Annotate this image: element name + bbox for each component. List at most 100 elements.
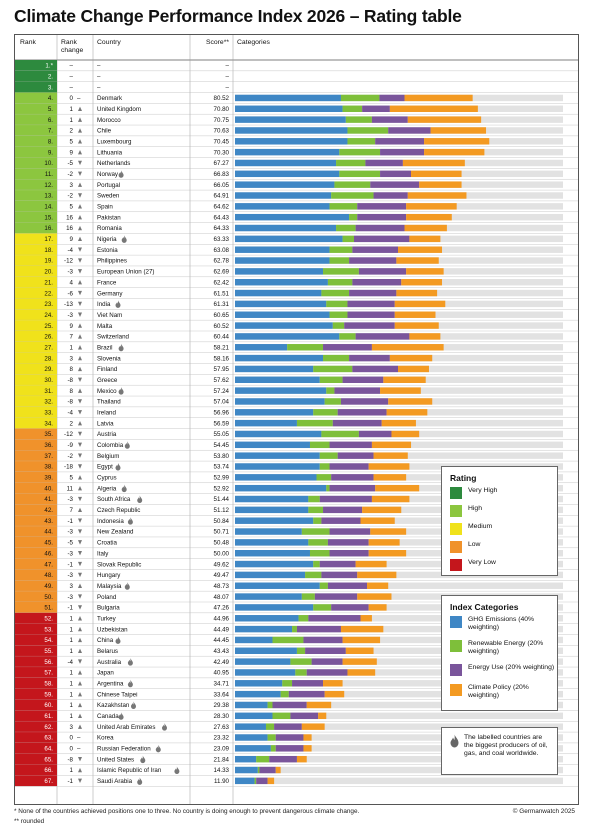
country-name: Denmark <box>97 95 123 102</box>
rank-value: 66. <box>44 767 53 774</box>
energy-use-bar-segment <box>292 680 324 687</box>
rank-rating-cell <box>15 406 57 418</box>
ghg-bar-segment <box>235 127 348 134</box>
energy-use-bar-segment <box>337 409 387 416</box>
country-name: Finland <box>97 366 118 373</box>
rank-rating-cell <box>15 515 57 527</box>
policy-bar-segment <box>381 419 416 427</box>
policy-bar-segment <box>303 745 312 752</box>
ghg-bar-segment <box>235 484 327 492</box>
score-value: 57.04 <box>214 399 230 406</box>
rank-change-value: -9 <box>67 442 73 449</box>
score-value: 43.43 <box>214 648 230 655</box>
renewable-bar-segment <box>272 712 291 720</box>
header-score: Score** <box>206 39 229 46</box>
renewable-bar-segment <box>254 777 257 785</box>
rank-value: 53. <box>44 626 53 633</box>
ghg-bar-segment <box>235 582 320 589</box>
country-name: Pakistan <box>97 214 121 221</box>
renewable-bar-segment <box>280 690 289 698</box>
rank-down-arrow-icon <box>78 496 82 502</box>
country-name: Japan <box>97 670 114 677</box>
country-name: Russian Federation <box>97 746 151 753</box>
country-name: Sweden <box>97 193 120 200</box>
score-value: 64.43 <box>214 214 230 221</box>
score-value: 62.78 <box>214 258 230 265</box>
policy-bar-segment <box>388 398 433 405</box>
rank-change-value: -4 <box>67 659 73 666</box>
ghg-bar-segment <box>235 495 309 503</box>
flame-icon <box>115 462 121 471</box>
rank-rating-cell <box>15 732 57 743</box>
category-legend-label: GHG Emissions (40% weighting) <box>468 616 535 631</box>
energy-use-bar-segment <box>380 148 425 156</box>
policy-bar-segment <box>342 658 377 665</box>
energy-use-bar-segment <box>373 192 408 199</box>
ghg-bar-segment <box>235 658 291 665</box>
country-name: Malta <box>97 323 113 330</box>
rank-value: 48. <box>44 572 53 579</box>
rank-rating-cell <box>15 558 57 570</box>
renewable-bar-segment <box>301 528 330 535</box>
energy-use-bar-segment <box>349 289 397 297</box>
renewable-bar-segment <box>336 224 356 232</box>
policy-bar-segment <box>296 755 307 763</box>
policy-bar-segment <box>371 495 410 503</box>
flame-icon <box>140 755 146 764</box>
rank-value: 18. <box>44 247 53 254</box>
score-value: 33.64 <box>214 691 230 698</box>
rank-change-arrow: – <box>77 95 81 102</box>
policy-bar-segment <box>398 246 443 253</box>
policy-bar-segment <box>301 723 325 730</box>
rank-value: 14. <box>44 204 53 211</box>
country-name: – <box>97 63 101 70</box>
rank-down-arrow-icon <box>78 464 82 469</box>
policy-bar-segment <box>275 766 281 774</box>
ghg-bar-segment <box>235 701 268 709</box>
policy-bar-segment <box>357 593 392 600</box>
country-name: Uzbekistan <box>97 626 128 633</box>
rank-down-arrow-icon <box>78 431 82 437</box>
flame-icon <box>137 495 143 503</box>
country-name: Korea <box>97 735 114 742</box>
rank-change-value: 7 <box>70 334 74 341</box>
header-rank-change: Rank <box>61 39 77 46</box>
rank-change-arrow: – <box>77 735 81 742</box>
category-legend-swatch <box>450 616 462 628</box>
rank-rating-cell <box>15 70 57 82</box>
rank-down-arrow-icon <box>78 561 82 567</box>
rank-value: 34. <box>44 420 53 427</box>
policy-bar-segment <box>406 268 444 275</box>
energy-use-bar-segment <box>323 506 363 514</box>
policy-bar-segment <box>409 333 441 340</box>
energy-use-bar-segment <box>349 257 397 264</box>
category-legend-swatch <box>450 664 462 676</box>
ghg-bar-segment <box>235 712 273 720</box>
country-name: New Zealand <box>97 529 134 536</box>
score-value: – <box>226 84 230 91</box>
rank-change-value: 1 <box>70 713 74 720</box>
ghg-bar-segment <box>235 213 350 221</box>
renewable-bar-segment <box>340 94 380 102</box>
ghg-bar-segment <box>235 528 302 535</box>
rank-rating-cell <box>15 471 57 483</box>
score-value: 50.48 <box>214 540 230 547</box>
rank-value: 13. <box>44 193 53 200</box>
score-value: 61.31 <box>214 301 230 308</box>
rating-legend-swatch <box>450 541 462 553</box>
rank-change-value: 0 <box>70 95 74 102</box>
rank-change-value: 1 <box>70 648 74 655</box>
flame-icon <box>127 517 133 525</box>
rank-rating-cell <box>15 363 57 375</box>
policy-bar-segment <box>394 322 439 329</box>
score-value: 23.32 <box>214 735 230 742</box>
rating-table: Rank Rank change Country Score** Categories 1.… <box>14 34 579 805</box>
rank-value: 5. <box>48 106 53 113</box>
renewable-bar-segment <box>290 658 312 665</box>
rank-value: 19. <box>44 258 53 265</box>
score-value: 60.52 <box>214 323 230 330</box>
rank-value: 51. <box>44 605 53 612</box>
country-name: Brazil <box>97 344 112 351</box>
renewable-bar-segment <box>270 745 276 752</box>
flame-icon <box>131 701 136 709</box>
